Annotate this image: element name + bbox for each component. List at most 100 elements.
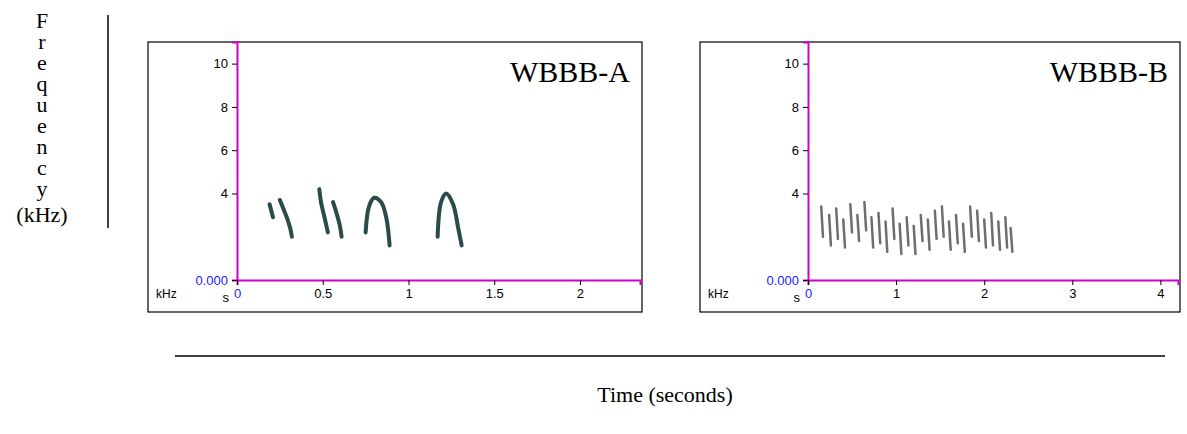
y-tick-label: 0.000: [195, 273, 228, 288]
x-tick-mark: [808, 280, 809, 285]
y-tick: 6: [792, 143, 808, 158]
note-trace: [836, 209, 838, 239]
y-tick: 0.000: [195, 273, 237, 288]
marks: [821, 202, 1012, 254]
x-tick-mark: [237, 280, 238, 285]
panel-title: WBBB-B: [1050, 55, 1168, 88]
x-tick: 1: [405, 280, 412, 301]
x-tick-label: 1: [893, 286, 900, 301]
note-trace: [998, 222, 1000, 250]
x-tick-label: 0: [805, 286, 812, 301]
note-trace: [942, 206, 944, 236]
y-tick: 8: [792, 100, 808, 115]
y-tick-mark: [803, 107, 808, 108]
note-trace: [928, 219, 930, 249]
x-tick-mark: [984, 280, 985, 285]
note-trace: [871, 217, 873, 247]
y-tick: 10: [214, 56, 237, 71]
x-unit-label: s: [794, 290, 801, 305]
x-tick-mark: [494, 280, 495, 285]
figure-x-rule: [175, 355, 1165, 357]
note-trace: [270, 204, 273, 217]
note-trace: [878, 213, 880, 243]
note-trace: [829, 215, 831, 245]
note-trace: [850, 204, 852, 232]
y-tick-mark: [232, 150, 237, 151]
y-tick-mark: [803, 64, 808, 65]
figure-x-label: Time (seconds): [597, 382, 732, 407]
panel: 0.0004681001234kHzsWBBB-B: [700, 42, 1180, 312]
y-tick-mark: [232, 193, 237, 194]
note-trace: [843, 219, 845, 247]
note-trace: [900, 224, 902, 254]
note-trace: [821, 206, 823, 236]
panel: 0.0004681000.511.52kHzsWBBB-A: [148, 42, 642, 312]
note-trace: [956, 215, 958, 243]
note-trace: [280, 200, 292, 237]
x-tick-label: 2: [577, 286, 584, 301]
x-axis: 0 1 2 3 4: [805, 280, 1179, 301]
figure: Frequency(kHz)Time (seconds)0.0004681000…: [0, 0, 1187, 434]
note-trace: [970, 206, 972, 236]
note-trace: [886, 222, 888, 252]
x-tick-mark: [580, 280, 581, 285]
panel-frame: [700, 42, 1180, 312]
y-tick: 8: [221, 100, 237, 115]
note-trace: [366, 198, 390, 246]
x-tick-label: 1: [405, 286, 412, 301]
y-tick-mark: [232, 107, 237, 108]
y-tick-label: 8: [792, 100, 799, 115]
x-tick-mark: [1072, 280, 1073, 285]
y-tick-label: 6: [221, 143, 228, 158]
marks: [270, 189, 462, 245]
y-tick-label: 10: [785, 56, 799, 71]
x-tick: 2: [577, 280, 584, 301]
x-tick: 1.5: [486, 280, 504, 301]
x-tick: 1: [893, 280, 900, 301]
y-unit-label: kHz: [156, 287, 177, 301]
y-tick: 0.000: [766, 273, 808, 288]
note-trace: [949, 222, 951, 250]
x-tick: 0: [805, 280, 812, 301]
y-tick: 4: [221, 186, 237, 201]
x-axis: 00.511.52: [234, 280, 641, 301]
y-tick-label: 10: [214, 56, 228, 71]
y-tick: 6: [221, 143, 237, 158]
note-trace: [921, 215, 923, 241]
x-tick-label: 1.5: [486, 286, 504, 301]
y-tick-mark: [803, 280, 808, 281]
note-trace: [893, 209, 895, 239]
note-trace: [864, 202, 866, 230]
y-tick-mark: [803, 150, 808, 151]
note-trace: [963, 224, 965, 252]
note-trace: [438, 193, 462, 245]
figure-y-rule: [107, 15, 109, 228]
note-trace: [977, 211, 979, 241]
x-tick: 2: [981, 280, 988, 301]
figure-y-label: Frequency(kHz): [16, 8, 67, 227]
panel-frame: [148, 42, 642, 312]
x-tick: 4: [1157, 280, 1164, 301]
x-tick-mark: [1160, 280, 1161, 285]
y-axis-line: [232, 43, 238, 281]
note-trace: [984, 219, 986, 247]
y-tick-label: 4: [792, 186, 799, 201]
y-tick-label: 0.000: [766, 273, 799, 288]
x-tick-label: 2: [981, 286, 988, 301]
note-trace: [914, 226, 916, 254]
note-trace: [333, 202, 342, 237]
note-trace: [319, 189, 328, 232]
y-tick-mark: [803, 193, 808, 194]
note-trace: [907, 217, 909, 245]
x-tick-mark: [323, 280, 324, 285]
x-tick: 3: [1069, 280, 1076, 301]
note-trace: [857, 215, 859, 241]
y-tick-mark: [232, 64, 237, 65]
x-axis-line: [809, 281, 1179, 286]
x-tick-mark: [408, 280, 409, 285]
note-trace: [991, 213, 993, 245]
panel-title: WBBB-A: [510, 55, 630, 88]
note-trace: [1005, 217, 1007, 247]
x-tick-label: 3: [1069, 286, 1076, 301]
x-tick: 0.5: [314, 280, 332, 301]
